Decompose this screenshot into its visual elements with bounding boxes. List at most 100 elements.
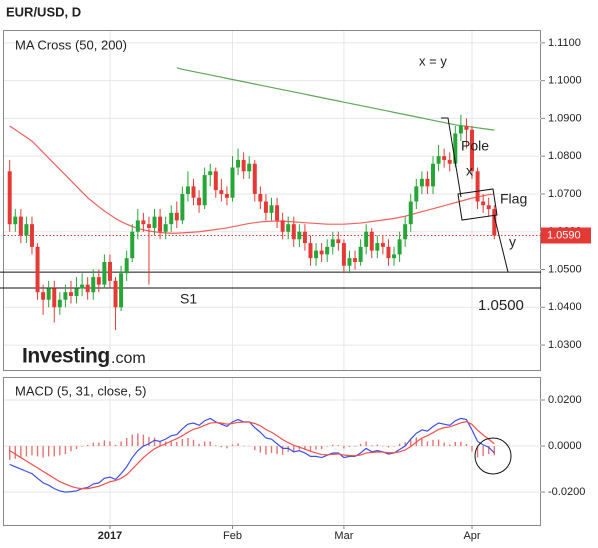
candle-body	[202, 175, 207, 206]
histogram-bar	[376, 444, 379, 447]
candle-body	[275, 205, 280, 221]
candle-body	[336, 239, 341, 244]
candle-body	[436, 156, 441, 164]
histogram-bar	[109, 441, 111, 447]
candle-body	[492, 209, 497, 236]
x-tick-label: Apr	[463, 530, 480, 542]
annotation: x	[466, 163, 473, 179]
candle-body	[213, 171, 218, 191]
candle-body	[314, 250, 319, 259]
histogram-bar	[42, 446, 44, 458]
candle-body	[230, 167, 235, 198]
histogram-bar	[170, 440, 172, 447]
candle-body	[180, 193, 185, 221]
candle-body	[453, 133, 458, 164]
candle-body	[286, 224, 291, 232]
candle-body	[397, 239, 402, 255]
candle-body	[269, 205, 274, 213]
histogram-bar	[187, 437, 189, 447]
brand-suffix: .com	[111, 350, 146, 367]
last-price-label: 1.0590	[547, 229, 581, 241]
y-tick-label: 0.0200	[548, 394, 582, 406]
pole-line	[441, 117, 462, 198]
candle-body	[191, 186, 196, 198]
candle-body	[358, 246, 363, 262]
macd-panel	[3, 377, 541, 526]
histogram-bar	[443, 442, 445, 447]
histogram-bar	[471, 446, 473, 452]
candle-body	[425, 178, 430, 187]
chart-title: EUR/USD, D	[6, 4, 81, 19]
candle-body	[46, 288, 51, 300]
projection-line	[493, 214, 509, 273]
candle-body	[470, 129, 475, 172]
histogram-bar	[47, 446, 50, 457]
histogram-bar	[259, 446, 262, 453]
histogram-bar	[276, 446, 278, 455]
histogram-bar	[153, 437, 156, 447]
macd-line	[9, 417, 495, 493]
histogram-bar	[337, 445, 340, 447]
y-tick-label: 1.1000	[548, 75, 582, 87]
candle-body	[63, 292, 68, 300]
candle-body	[252, 163, 257, 194]
candle-body	[146, 224, 151, 228]
histogram-bar	[92, 442, 94, 447]
histogram-bar	[198, 443, 200, 447]
y-tick-label: -0.0200	[548, 486, 585, 498]
histogram-bar	[343, 446, 345, 449]
histogram-bar	[81, 446, 83, 447]
histogram-bar	[237, 443, 239, 447]
candle-body	[375, 243, 380, 251]
candle-body	[130, 231, 135, 259]
histogram-bar	[488, 446, 490, 455]
histogram-bar	[465, 443, 468, 447]
histogram-bar	[382, 445, 384, 447]
candle-body	[119, 273, 124, 308]
macd-line	[9, 421, 495, 490]
candle-body	[197, 197, 202, 206]
candle-body	[57, 299, 62, 308]
candle-body	[392, 254, 397, 259]
grid: 1.03001.04001.05001.06001.07001.08001.09…	[4, 31, 585, 542]
candle-body	[475, 171, 480, 202]
candle-body	[241, 159, 246, 172]
histogram-bar	[36, 446, 39, 457]
candle-body	[442, 156, 447, 160]
histogram-bar	[75, 446, 78, 450]
candle-body	[52, 288, 57, 308]
histogram-bar	[142, 434, 145, 447]
candle-body	[464, 125, 469, 130]
histogram-bar	[421, 437, 423, 447]
annotation: Flag	[500, 191, 527, 207]
histogram-bar	[426, 441, 429, 447]
candle-body	[263, 201, 268, 213]
histogram-bar	[31, 446, 33, 456]
flag-box	[457, 188, 498, 221]
candle-body	[13, 216, 18, 225]
ma-line	[176, 67, 495, 131]
histogram-bar	[20, 446, 22, 458]
histogram-bar	[181, 439, 184, 447]
candle-body	[408, 201, 413, 225]
candle-body	[247, 163, 252, 172]
histogram-bar	[254, 446, 256, 451]
histogram-bar	[454, 441, 456, 447]
y-tick-label: 0.0000	[548, 440, 582, 452]
histogram-bar	[14, 446, 16, 459]
annotation: S1	[180, 291, 197, 307]
ma-line	[9, 125, 495, 234]
macd-panel-label: MACD (5, 31, close, 5)	[15, 383, 147, 398]
candle-body	[163, 224, 168, 232]
histogram-bar	[131, 434, 133, 447]
candle-body	[24, 224, 29, 236]
last-price-box	[541, 227, 591, 244]
histogram-bar	[231, 444, 234, 447]
histogram-bar	[125, 437, 128, 447]
candle-body	[341, 243, 346, 266]
candle-body	[347, 258, 352, 266]
histogram-bar	[176, 441, 178, 447]
histogram-bar	[493, 446, 495, 456]
histogram-bar	[460, 441, 462, 447]
candle-body	[85, 284, 90, 293]
